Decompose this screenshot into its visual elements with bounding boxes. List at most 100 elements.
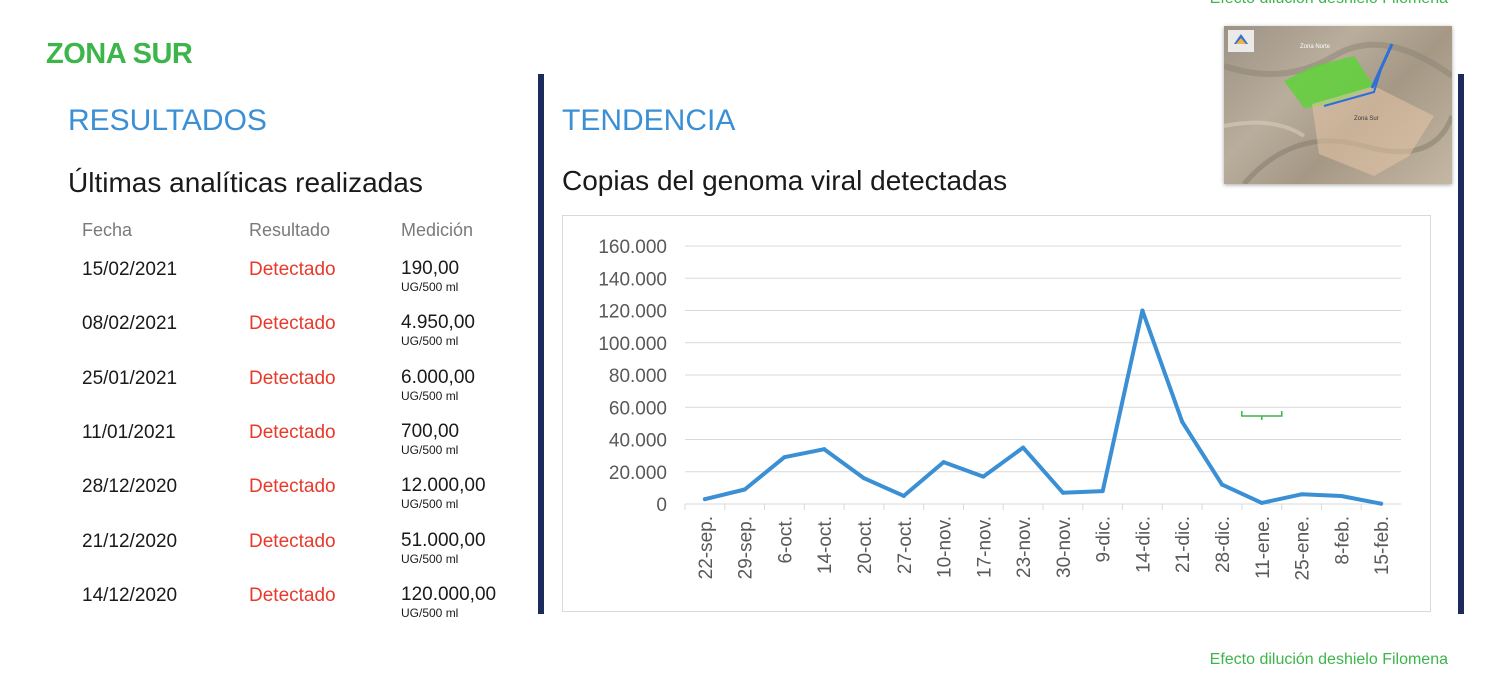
table-row: 15/02/2021 Detectado 190,00 UG/500 ml <box>0 259 540 313</box>
data-point <box>1259 500 1264 505</box>
row-result: Detectado <box>249 585 336 606</box>
map-label-south: Zona Sur <box>1354 116 1379 122</box>
data-point <box>782 455 787 460</box>
x-tick-label: 23-nov. <box>1014 516 1035 578</box>
data-point <box>742 487 747 492</box>
data-point <box>1021 445 1026 450</box>
section-divider-left <box>538 74 544 614</box>
series-line <box>702 308 1384 506</box>
x-tick-label: 14-oct. <box>815 516 836 574</box>
row-date: 15/02/2021 <box>82 259 178 280</box>
row-value: 120.000,00 <box>401 584 497 605</box>
row-unit: UG/500 ml <box>401 443 459 457</box>
row-date: 28/12/2020 <box>82 476 178 497</box>
table-row: 28/12/2020 Detectado 12.000,00 UG/500 ml <box>0 476 540 530</box>
data-point <box>1299 492 1304 497</box>
data-point <box>702 497 707 502</box>
data-point <box>822 447 827 452</box>
row-result: Detectado <box>249 422 336 443</box>
y-tick-label: 60.000 <box>609 398 667 419</box>
row-unit: UG/500 ml <box>401 497 459 511</box>
annotation-bracket <box>1241 411 1283 420</box>
results-heading: RESULTADOS <box>68 104 267 137</box>
table-row: 25/01/2021 Detectado 6.000,00 UG/500 ml <box>0 368 540 422</box>
row-value: 4.950,00 <box>401 312 475 333</box>
annotation-top-note: Efecto dilución deshielo Filomena <box>1080 0 1448 8</box>
table-row: 14/12/2020 Detectado 120.000,00 UG/500 m… <box>0 585 540 639</box>
row-unit: UG/500 ml <box>401 389 459 403</box>
row-unit: UG/500 ml <box>401 606 459 620</box>
row-value: 190,00 <box>401 258 460 279</box>
x-tick-label: 14-dic. <box>1133 516 1154 573</box>
row-date: 14/12/2020 <box>82 585 178 606</box>
row-date: 21/12/2020 <box>82 531 178 552</box>
annotation-bottom-note: Efecto dilución deshielo Filomena <box>1209 651 1448 668</box>
x-tick-label: 22-sep. <box>696 516 717 579</box>
y-tick-label: 160.000 <box>598 237 667 258</box>
row-result: Detectado <box>249 476 336 497</box>
data-point <box>941 460 946 465</box>
x-tick-label: 21-dic. <box>1173 516 1194 573</box>
zone-map-image: Zona Norte Zona Sur <box>1224 26 1452 184</box>
results-subheading: Últimas analíticas realizadas <box>68 167 423 198</box>
x-tick-label: 30-nov. <box>1054 516 1075 578</box>
line-chart: 0 20.000 40.000 60.000 80.000 100.000 120.000 1… <box>598 237 1401 580</box>
x-tick-label: 10-nov. <box>935 516 956 578</box>
row-date: 11/01/2021 <box>82 422 176 443</box>
row-date: 08/02/2021 <box>82 313 178 334</box>
data-point <box>1220 482 1224 487</box>
y-tick-label: 80.000 <box>609 366 667 387</box>
y-tick-label: 100.000 <box>598 334 667 355</box>
data-point <box>862 476 866 481</box>
x-tick-label: 29-sep. <box>736 516 757 579</box>
column-header-measurement: Medición <box>401 220 474 240</box>
x-tick-label: 15-feb. <box>1372 516 1393 575</box>
x-tick-label: 25-ene. <box>1293 516 1314 580</box>
row-unit: UG/500 ml <box>401 334 459 348</box>
x-tick-label: 9-dic. <box>1094 516 1115 562</box>
row-value: 12.000,00 <box>401 475 486 496</box>
row-value: 51.000,00 <box>401 530 486 551</box>
row-unit: UG/500 ml <box>401 552 459 566</box>
x-tick-label: 8-feb. <box>1332 516 1353 565</box>
data-point <box>1140 308 1145 313</box>
map-label-north: Zona Norte <box>1300 44 1331 50</box>
x-tick-label: 11-ene. <box>1253 516 1274 579</box>
x-tick-label: 17-nov. <box>974 516 995 578</box>
row-result: Detectado <box>249 531 336 552</box>
chart-title: Copias del genoma viral detectadas <box>562 165 1008 196</box>
column-header-result: Resultado <box>249 220 331 240</box>
data-point <box>901 493 906 498</box>
x-tick-label: 28-dic. <box>1213 516 1234 573</box>
table-row: 08/02/2021 Detectado 4.950,00 UG/500 ml <box>0 313 540 367</box>
y-tick-label: 0 <box>656 495 667 516</box>
row-unit: UG/500 ml <box>401 280 459 294</box>
y-tick-label: 40.000 <box>609 431 667 452</box>
row-value: 700,00 <box>401 421 460 442</box>
section-divider-right <box>1458 74 1464 614</box>
data-point <box>1060 490 1065 495</box>
map-illustration: Zona Norte Zona Sur <box>1224 30 1452 184</box>
table-row: 21/12/2020 Detectado 51.000,00 UG/500 ml <box>0 531 540 585</box>
x-tick-label: 20-oct. <box>855 516 876 574</box>
column-header-date: Fecha <box>82 220 133 240</box>
row-value: 6.000,00 <box>401 367 475 388</box>
x-tick-label: 6-oct. <box>775 516 796 564</box>
x-tick-label: 27-oct. <box>895 516 916 574</box>
trend-heading: TENDENCIA <box>562 104 736 137</box>
table-row: 11/01/2021 Detectado 700,00 UG/500 ml <box>0 422 540 476</box>
data-point <box>1379 501 1384 506</box>
zone-title: ZONA SUR <box>46 38 193 70</box>
data-point <box>1100 489 1105 494</box>
chart-frame: 0 20.000 40.000 60.000 80.000 100.000 120.000 1… <box>562 215 1431 612</box>
y-tick-label: 20.000 <box>609 463 667 484</box>
data-point <box>1339 494 1344 499</box>
y-tick-label: 140.000 <box>598 269 667 290</box>
row-result: Detectado <box>249 313 336 334</box>
data-point <box>1180 419 1185 424</box>
y-tick-label: 120.000 <box>598 302 667 323</box>
row-result: Detectado <box>249 259 336 280</box>
row-result: Detectado <box>249 368 336 389</box>
data-point <box>981 474 986 479</box>
row-date: 25/01/2021 <box>82 368 178 389</box>
